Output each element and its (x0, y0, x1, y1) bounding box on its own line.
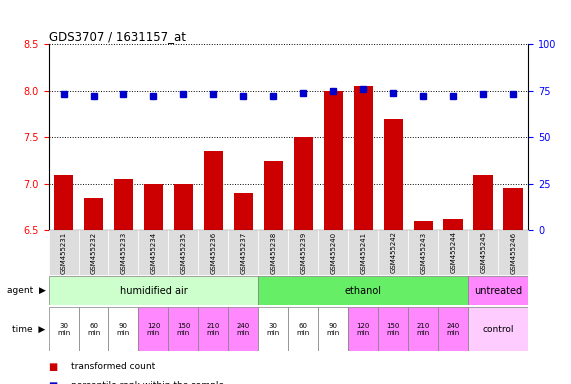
Text: GSM455236: GSM455236 (210, 231, 216, 274)
FancyBboxPatch shape (79, 230, 108, 275)
FancyBboxPatch shape (139, 230, 168, 275)
FancyBboxPatch shape (259, 230, 288, 275)
Text: ethanol: ethanol (345, 286, 382, 296)
FancyBboxPatch shape (319, 230, 348, 275)
Bar (324, 91, 343, 230)
FancyBboxPatch shape (228, 230, 259, 275)
Text: GSM455242: GSM455242 (390, 232, 396, 273)
Text: control: control (482, 325, 514, 334)
FancyBboxPatch shape (108, 307, 139, 351)
Text: 90
min: 90 min (117, 323, 130, 336)
Text: GSM455239: GSM455239 (300, 231, 307, 274)
Text: untreated: untreated (474, 286, 522, 296)
Bar (353, 86, 373, 230)
FancyBboxPatch shape (288, 307, 319, 351)
FancyBboxPatch shape (49, 276, 259, 305)
Text: GSM455243: GSM455243 (420, 232, 427, 273)
FancyBboxPatch shape (79, 307, 108, 351)
FancyBboxPatch shape (168, 307, 199, 351)
Text: 120
min: 120 min (147, 323, 160, 336)
Text: percentile rank within the sample: percentile rank within the sample (71, 381, 224, 384)
Bar (504, 189, 523, 230)
Text: 240
min: 240 min (237, 323, 250, 336)
Text: 30
min: 30 min (267, 323, 280, 336)
FancyBboxPatch shape (228, 307, 259, 351)
Bar (144, 184, 163, 230)
Text: GDS3707 / 1631157_at: GDS3707 / 1631157_at (49, 30, 186, 43)
Bar (54, 175, 73, 230)
Text: 90
min: 90 min (327, 323, 340, 336)
Text: 30
min: 30 min (57, 323, 70, 336)
Text: GSM455235: GSM455235 (180, 232, 187, 273)
Text: GSM455241: GSM455241 (360, 232, 367, 273)
FancyBboxPatch shape (139, 307, 168, 351)
FancyBboxPatch shape (288, 230, 319, 275)
Bar (204, 151, 223, 230)
Text: 210
min: 210 min (417, 323, 430, 336)
Text: GSM455233: GSM455233 (120, 231, 127, 274)
FancyBboxPatch shape (168, 230, 199, 275)
Bar (444, 219, 463, 230)
Text: 60
min: 60 min (87, 323, 100, 336)
Text: 150
min: 150 min (177, 323, 190, 336)
Text: GSM455246: GSM455246 (510, 232, 516, 273)
Text: 60
min: 60 min (297, 323, 310, 336)
Bar (264, 161, 283, 230)
FancyBboxPatch shape (468, 276, 528, 305)
FancyBboxPatch shape (348, 307, 379, 351)
FancyBboxPatch shape (468, 230, 498, 275)
Bar (114, 179, 133, 230)
FancyBboxPatch shape (49, 230, 79, 275)
FancyBboxPatch shape (468, 307, 528, 351)
Bar (473, 175, 493, 230)
Text: GSM455232: GSM455232 (90, 232, 96, 273)
FancyBboxPatch shape (408, 230, 439, 275)
Text: 210
min: 210 min (207, 323, 220, 336)
FancyBboxPatch shape (259, 276, 468, 305)
FancyBboxPatch shape (379, 307, 408, 351)
Text: GSM455245: GSM455245 (480, 232, 486, 273)
FancyBboxPatch shape (439, 307, 468, 351)
Text: 240
min: 240 min (447, 323, 460, 336)
Text: 150
min: 150 min (387, 323, 400, 336)
FancyBboxPatch shape (199, 307, 228, 351)
FancyBboxPatch shape (319, 307, 348, 351)
Bar (413, 221, 433, 230)
Text: ■: ■ (49, 381, 58, 384)
Text: GSM455237: GSM455237 (240, 231, 247, 274)
FancyBboxPatch shape (199, 230, 228, 275)
Text: GSM455240: GSM455240 (330, 232, 336, 273)
FancyBboxPatch shape (408, 307, 439, 351)
Bar (384, 119, 403, 230)
Text: GSM455234: GSM455234 (150, 232, 156, 273)
Bar (234, 193, 253, 230)
Text: GSM455238: GSM455238 (270, 231, 276, 274)
FancyBboxPatch shape (49, 307, 79, 351)
Bar (174, 184, 193, 230)
Text: ■: ■ (49, 362, 58, 372)
FancyBboxPatch shape (439, 230, 468, 275)
Text: time  ▶: time ▶ (13, 325, 46, 334)
FancyBboxPatch shape (348, 230, 379, 275)
Bar (84, 198, 103, 230)
Text: GSM455231: GSM455231 (61, 231, 67, 274)
FancyBboxPatch shape (108, 230, 139, 275)
Text: humidified air: humidified air (119, 286, 187, 296)
Text: transformed count: transformed count (71, 362, 156, 371)
Text: GSM455244: GSM455244 (450, 232, 456, 273)
FancyBboxPatch shape (379, 230, 408, 275)
FancyBboxPatch shape (259, 307, 288, 351)
Bar (293, 137, 313, 230)
Text: 120
min: 120 min (357, 323, 370, 336)
FancyBboxPatch shape (498, 230, 528, 275)
Text: agent  ▶: agent ▶ (7, 286, 46, 295)
